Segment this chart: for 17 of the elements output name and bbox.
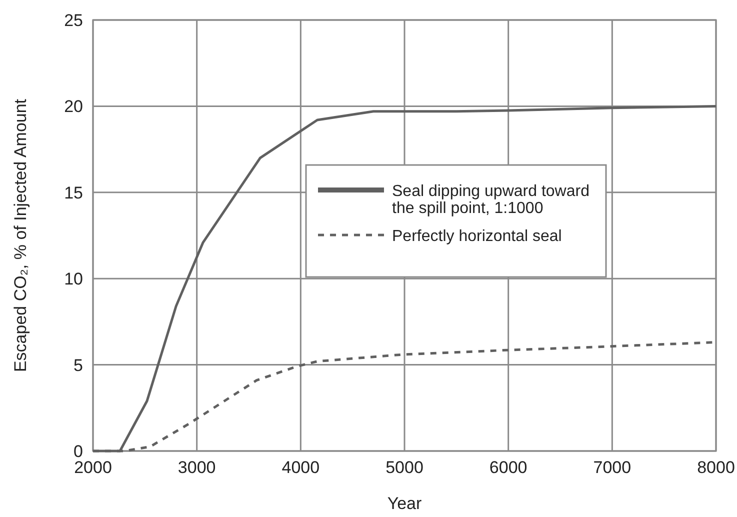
x-tick-label: 5000 (386, 458, 424, 477)
y-tick-label: 25 (64, 11, 83, 30)
y-axis-title: Escaped CO₂, % of Injected Amount (11, 98, 30, 372)
x-axis-title: Year (387, 494, 422, 513)
y-tick-label: 20 (64, 97, 83, 116)
x-tick-label: 2000 (74, 458, 112, 477)
x-tick-label: 3000 (178, 458, 216, 477)
x-tick-label: 6000 (489, 458, 528, 477)
y-tick-label: 15 (64, 183, 83, 202)
legend-label: Perfectly horizontal seal (392, 228, 562, 245)
x-tick-label: 4000 (282, 458, 320, 477)
y-tick-label: 10 (64, 270, 83, 289)
x-tick-label: 8000 (697, 458, 735, 477)
y-tick-label: 5 (74, 356, 83, 375)
legend-label: Seal dipping upward toward the spill point, 1:1000 (392, 183, 590, 217)
x-tick-label: 7000 (593, 458, 632, 477)
y-tick-label: 0 (74, 442, 83, 461)
